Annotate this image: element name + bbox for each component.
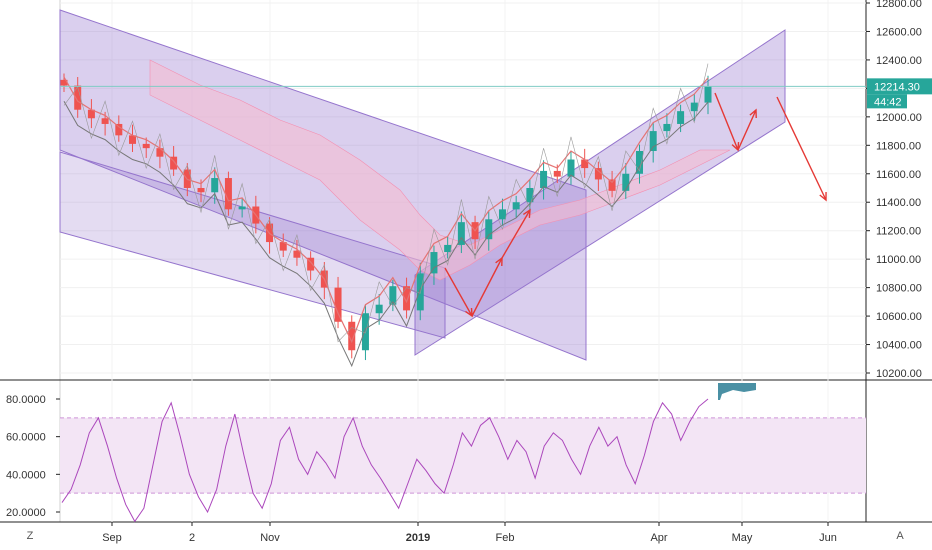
x-tick-label: Apr: [650, 532, 667, 544]
y-tick-label: 10800.00: [876, 283, 922, 295]
rsi-line: [61, 398, 709, 523]
candle-body: [498, 209, 506, 220]
y-tick-label: 11200.00: [876, 226, 921, 238]
y-tick-label: 11400.00: [876, 197, 921, 209]
y-tick-label: 11000.00: [876, 254, 921, 266]
candle-body: [115, 123, 123, 136]
regression-channel-lower: [59, 151, 446, 339]
candle-body: [170, 156, 178, 170]
x-tick-label: Sep: [102, 532, 122, 544]
candle-body: [430, 252, 438, 274]
candle-body: [553, 170, 561, 177]
lagging-span: [63, 63, 709, 343]
candle-body: [622, 173, 630, 191]
auto-scale-right-button[interactable]: A: [896, 530, 904, 542]
candle-body: [211, 178, 219, 193]
y-tick-label: 11800.00: [876, 140, 921, 152]
y-tick-label: 12000.00: [876, 112, 922, 124]
moving-average-fast: [63, 76, 709, 344]
projection-arrow-drop-head: [819, 191, 827, 202]
candle-body: [663, 123, 671, 132]
candle-body: [238, 206, 246, 210]
rsi-tick-label: 40.0000: [6, 469, 46, 481]
x-tick-label: 2019: [406, 532, 430, 544]
candle-body: [60, 79, 68, 86]
countdown-tag: [867, 94, 907, 109]
auto-scale-left-button[interactable]: Z: [26, 530, 34, 542]
candle-body: [649, 131, 657, 151]
candle-body: [635, 151, 643, 174]
candle-body: [334, 287, 342, 322]
y-tick-label: 10600.00: [876, 311, 922, 323]
candle-body: [690, 102, 698, 112]
candle-body: [307, 257, 315, 271]
candle-body: [348, 321, 356, 351]
candle-body: [361, 313, 369, 351]
projection-arrow-down: [714, 92, 739, 151]
candle-body: [74, 85, 82, 110]
analysis-arrow-2: [471, 257, 503, 317]
candle-body: [485, 219, 493, 240]
x-tick-label: May: [732, 532, 753, 544]
analysis-arrow-3-head: [522, 208, 531, 219]
rsi-tick-label: 80.0000: [6, 394, 46, 406]
candle-body: [457, 222, 465, 245]
rsi-marker-flag: [718, 383, 756, 400]
candle-body: [512, 202, 520, 210]
candle-body: [403, 286, 411, 311]
x-tick-label: Nov: [260, 532, 280, 544]
y-tick-label: 10200.00: [876, 368, 922, 380]
projection-arrow-drop: [776, 96, 827, 201]
candle-body: [156, 148, 164, 157]
candle-body: [279, 242, 287, 251]
candle-body: [608, 179, 616, 191]
moving-average-slow: [63, 100, 709, 368]
x-tick-label: Feb: [496, 532, 515, 544]
candle-body: [594, 168, 602, 180]
x-tick-label: 2: [189, 532, 195, 544]
candle-body: [224, 178, 232, 210]
candle-body: [677, 111, 685, 124]
rsi-tick-label: 20.0000: [6, 507, 46, 519]
candle-body: [129, 135, 137, 144]
candle-body: [540, 170, 548, 188]
analysis-arrow-1: [444, 267, 473, 317]
rsi-tick-label: 60.0000: [6, 432, 46, 444]
candle-body: [101, 118, 109, 124]
last-price-label: 12214.30: [874, 81, 920, 93]
y-tick-label: 12400.00: [876, 55, 922, 67]
x-tick-label: Jun: [819, 532, 837, 544]
rsi-band: [60, 417, 866, 494]
last-price-tag: [867, 78, 932, 95]
projection-arrow-up-head: [749, 108, 757, 119]
candle-body: [293, 250, 301, 258]
candle-body: [142, 143, 150, 149]
analysis-arrow-3: [501, 209, 531, 259]
projection-arrow-up: [737, 109, 757, 151]
candle-body: [197, 188, 205, 193]
countdown-label: 44:42: [874, 96, 902, 108]
candle-body: [87, 109, 95, 119]
candle-body: [375, 304, 383, 314]
candle-body: [526, 188, 534, 203]
y-tick-label: 10400.00: [876, 340, 922, 352]
y-tick-label: 11600.00: [876, 169, 921, 181]
candle-body: [444, 244, 452, 253]
candle-body: [704, 86, 712, 103]
y-tick-label: 12800.00: [876, 0, 922, 10]
ichimoku-cloud: [149, 59, 731, 281]
y-tick-label: 12600.00: [876, 26, 922, 38]
candle-body: [389, 286, 397, 305]
candle-body: [581, 159, 589, 169]
candle-body: [567, 159, 575, 177]
